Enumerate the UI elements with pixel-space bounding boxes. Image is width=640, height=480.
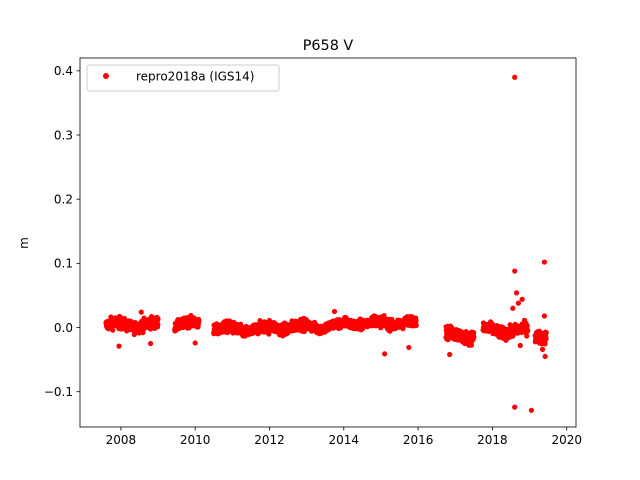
y-tick-label: −0.1: [44, 385, 73, 399]
y-tick-label: 0.0: [54, 321, 73, 335]
legend-box: [86, 64, 280, 92]
legend: repro2018a (IGS14): [86, 64, 280, 92]
data-point: [155, 316, 161, 322]
data-point: [543, 336, 549, 342]
data-point: [542, 341, 548, 347]
data-point: [406, 344, 412, 351]
x-axis-ticks: 2008 2010 2012 2014 2016 2018 2020: [106, 427, 582, 447]
data-point: [196, 318, 202, 324]
y-tick-label: 0.3: [54, 128, 73, 142]
x-tick-label: 2010: [180, 433, 211, 447]
data-point: [525, 327, 531, 334]
data-point: [512, 74, 518, 80]
data-point: [513, 290, 520, 296]
y-tick-label: 0.2: [54, 192, 73, 206]
x-tick-label: 2008: [106, 433, 137, 447]
data-point: [542, 353, 548, 360]
data-point: [471, 334, 477, 340]
data-point: [515, 300, 522, 306]
data-point: [382, 351, 388, 357]
plot-frame: [79, 57, 577, 428]
data-point: [524, 323, 530, 329]
y-tick-label: 0.4: [54, 64, 73, 78]
data-point: [192, 340, 198, 346]
data-point: [539, 346, 546, 352]
data-point: [519, 296, 525, 302]
x-tick-label: 2012: [254, 433, 285, 447]
data-point: [138, 309, 144, 315]
data-point: [528, 407, 535, 413]
data-point: [517, 342, 523, 349]
data-point: [331, 308, 338, 315]
x-tick-label: 2018: [477, 433, 508, 447]
x-tick-label: 2016: [403, 433, 434, 447]
legend-label: repro2018a (IGS14): [136, 70, 254, 84]
chart-title: P658 V: [303, 38, 354, 54]
data-point: [147, 340, 154, 347]
y-tick-label: 0.1: [54, 257, 73, 271]
data-point: [541, 259, 548, 265]
data-point: [543, 329, 549, 336]
data-point: [155, 321, 161, 327]
x-tick-label: 2014: [329, 433, 360, 447]
data-point: [524, 333, 530, 339]
y-axis-label: m: [17, 237, 31, 249]
legend-marker: [103, 73, 109, 79]
data-point: [110, 327, 116, 333]
data-point: [413, 322, 419, 328]
data-point: [512, 268, 518, 274]
x-tick-label: 2020: [551, 433, 582, 447]
data-point: [413, 318, 419, 324]
y-axis-ticks: −0.1 0.0 0.1 0.2 0.3 0.4: [44, 64, 80, 399]
data-point: [447, 351, 453, 358]
data-point: [541, 313, 548, 319]
data-point: [471, 330, 477, 336]
data-point: [510, 305, 516, 311]
data-point: [512, 404, 518, 410]
data-point: [116, 343, 122, 349]
data-points: [103, 74, 549, 413]
data-point: [468, 342, 475, 348]
